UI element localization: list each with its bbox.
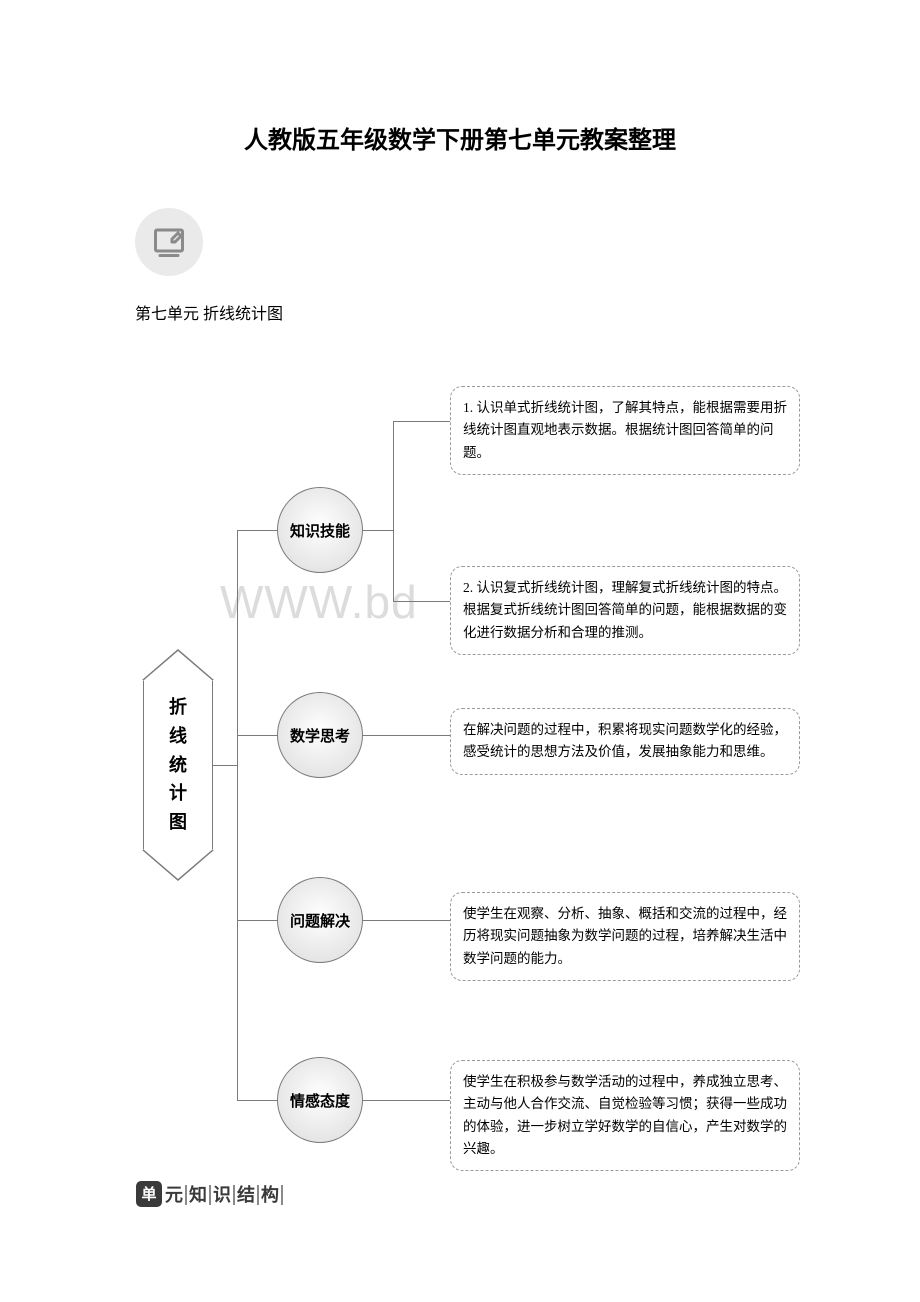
connector (363, 920, 450, 921)
root-node: 折线统计图 (143, 680, 213, 850)
divider (185, 1185, 187, 1205)
footer-badge: 单 (136, 1181, 162, 1207)
detail-attitude-0: 使学生在积极参与数学活动的过程中，养成独立思考、主动与他人合作交流、自觉检验等习… (450, 1060, 800, 1171)
footer-letters: 元知识结构 (164, 1181, 284, 1207)
edit-icon (135, 208, 203, 276)
connector (363, 735, 450, 736)
divider (281, 1185, 283, 1205)
connector (393, 421, 394, 601)
footer-letter: 结 (236, 1185, 256, 1205)
category-attitude: 情感态度 (277, 1057, 363, 1143)
page-title: 人教版五年级数学下册第七单元教案整理 (0, 120, 920, 155)
connector (237, 530, 238, 1100)
connector (393, 601, 450, 602)
connector (237, 920, 277, 921)
footer-letter: 识 (212, 1185, 232, 1205)
connector (237, 1100, 277, 1101)
connector (237, 530, 277, 531)
watermark-text: WWW.bd (220, 575, 418, 629)
footer-section-label: 单 元知识结构 (136, 1181, 284, 1207)
category-thinking: 数学思考 (277, 692, 363, 778)
connector (237, 735, 277, 736)
connector (363, 1100, 450, 1101)
connector (363, 530, 393, 531)
detail-thinking-0: 在解决问题的过程中，积累将现实问题数学化的经验，感受统计的思想方法及价值，发展抽… (450, 708, 800, 775)
detail-solving-0: 使学生在观察、分析、抽象、概括和交流的过程中，经历将现实问题抽象为数学问题的过程… (450, 892, 800, 981)
category-solving: 问题解决 (277, 877, 363, 963)
unit-subtitle: 第七单元 折线统计图 (135, 300, 283, 324)
connector (393, 421, 450, 422)
divider (209, 1185, 211, 1205)
detail-knowledge-0: 1. 认识单式折线统计图，了解其特点，能根据需要用折线统计图直观地表示数据。根据… (450, 386, 800, 475)
footer-letter: 知 (188, 1185, 208, 1205)
footer-letter: 构 (260, 1185, 280, 1205)
divider (233, 1185, 235, 1205)
category-knowledge: 知识技能 (277, 487, 363, 573)
footer-letter: 元 (164, 1185, 184, 1205)
divider (257, 1185, 259, 1205)
connector (213, 765, 237, 766)
detail-knowledge-1: 2. 认识复式折线统计图，理解复式折线统计图的特点。根据复式折线统计图回答简单的… (450, 566, 800, 655)
